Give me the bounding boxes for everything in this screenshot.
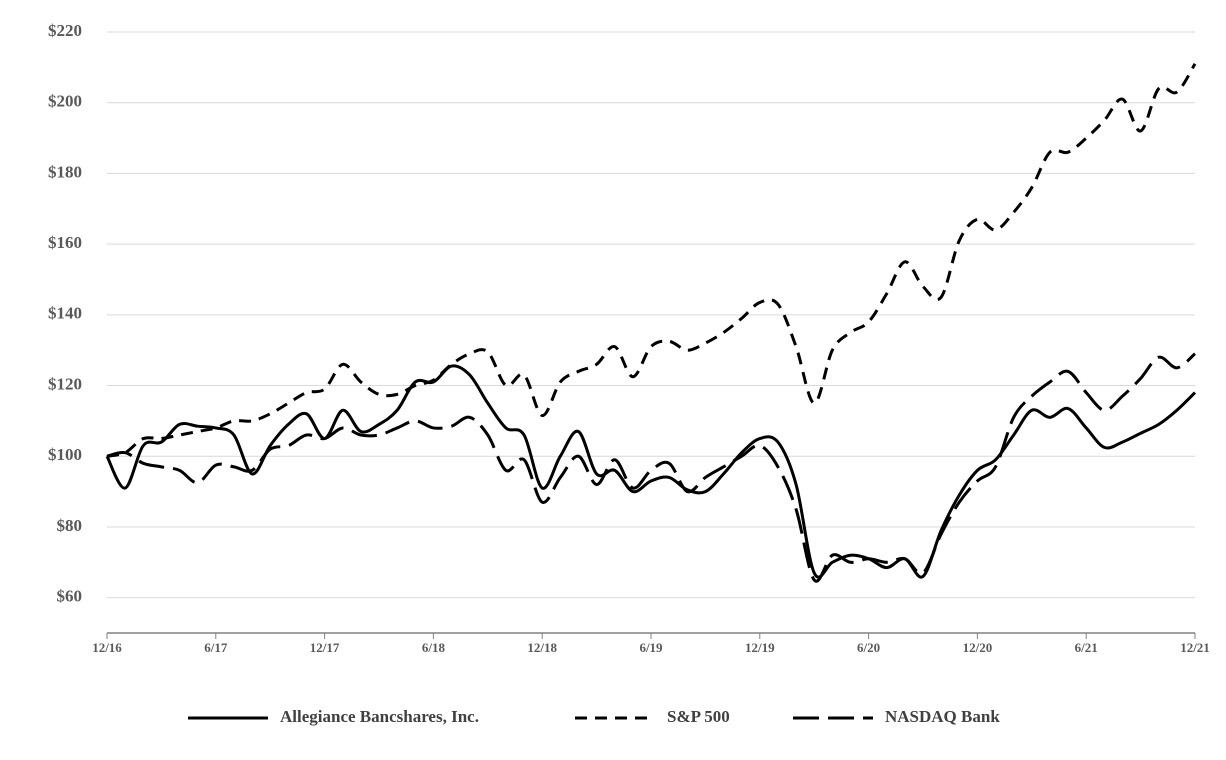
x-tick-label: 6/21 bbox=[1075, 640, 1098, 655]
x-tick-label: 6/18 bbox=[422, 640, 446, 655]
line-series bbox=[106, 63, 1197, 458]
y-tick-label: $80 bbox=[57, 516, 83, 535]
x-tick-label: 12/18 bbox=[527, 640, 557, 655]
x-tick-label: 12/16 bbox=[92, 640, 122, 655]
line-series bbox=[106, 352, 1196, 583]
y-tick-label: $200 bbox=[48, 92, 82, 111]
legend-label: Allegiance Bancshares, Inc. bbox=[280, 707, 479, 726]
x-tick-label: 12/21 bbox=[1180, 640, 1210, 655]
x-tick-label: 12/20 bbox=[963, 640, 993, 655]
y-tick-label: $100 bbox=[48, 445, 82, 464]
y-tick-label: $160 bbox=[48, 233, 82, 252]
legend-label: S&P 500 bbox=[667, 707, 730, 726]
x-tick-label: 12/17 bbox=[310, 640, 340, 655]
x-tick-label: 6/17 bbox=[204, 640, 228, 655]
y-tick-label: $220 bbox=[48, 21, 82, 40]
x-tick-label: 6/19 bbox=[639, 640, 663, 655]
y-tick-label: $120 bbox=[48, 374, 82, 393]
y-tick-label: $140 bbox=[48, 304, 82, 323]
x-tick-label: 12/19 bbox=[745, 640, 775, 655]
legend-label: NASDAQ Bank bbox=[885, 707, 1000, 726]
y-tick-label: $180 bbox=[48, 162, 82, 181]
y-tick-label: $60 bbox=[57, 587, 83, 606]
x-tick-label: 6/20 bbox=[857, 640, 880, 655]
line-series bbox=[105, 364, 1197, 579]
